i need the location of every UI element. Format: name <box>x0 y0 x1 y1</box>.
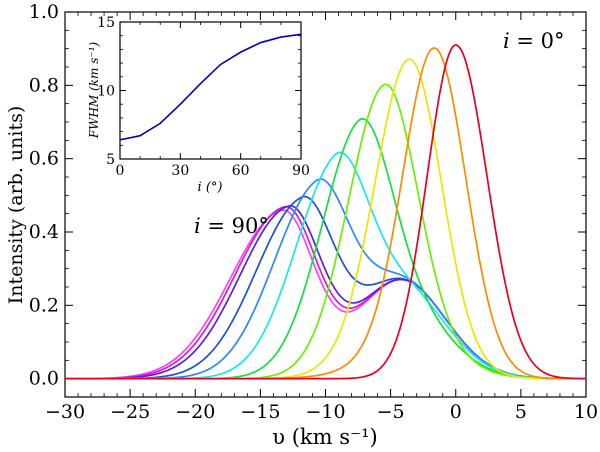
inset-y-tick-labels: 5 10 15 <box>97 15 115 168</box>
annotation-i-0-prefix: i <box>503 29 510 53</box>
inset-x-axis-label-text: i (°) <box>198 180 223 195</box>
inset-y-tick-label: 10 <box>97 84 115 100</box>
inset-y-tick-label: 5 <box>106 152 115 168</box>
profile-line <box>65 151 586 380</box>
annotation-i-90-text: = 90° <box>201 214 269 238</box>
x-tick-label: −20 <box>175 401 215 423</box>
annotation-i-0: i = 0° <box>503 29 565 53</box>
profile-line <box>65 44 587 380</box>
x-tick-label: −25 <box>110 401 150 423</box>
y-axis-label: Intensity (arb. units) <box>5 106 27 305</box>
x-tick-label: −5 <box>377 401 405 423</box>
main-x-tick-labels: −30 −25 −20 −15 −10 −5 0 5 10 <box>45 401 598 423</box>
x-tick-label: 0 <box>450 401 462 423</box>
annotation-i-0-text: = 0° <box>510 29 565 53</box>
inset-y-axis-label: FWHM (km s⁻¹) <box>87 42 101 140</box>
inset-series-group <box>119 33 302 141</box>
x-tick-label: −10 <box>305 401 345 423</box>
inset-ticks <box>119 21 302 160</box>
annotation-i-90: i = 90° <box>194 214 269 238</box>
y-tick-label: 1.0 <box>29 1 59 23</box>
annotation-i-90-prefix: i <box>194 214 201 238</box>
inset-x-tick-label: 90 <box>292 163 310 179</box>
inset-x-tick-label: 0 <box>116 163 125 179</box>
inset-x-tick-label: 30 <box>171 163 189 179</box>
x-tick-label: 10 <box>574 401 598 423</box>
inset-background <box>120 22 301 159</box>
inset-x-tick-label: 60 <box>232 163 250 179</box>
y-tick-label: 0.8 <box>29 74 59 96</box>
fwhm-line <box>119 33 302 141</box>
y-tick-label: 0.2 <box>29 294 59 316</box>
inset-x-tick-labels: 0 30 60 90 <box>116 163 310 179</box>
inset-y-tick-label: 15 <box>97 15 115 31</box>
inset-chart: 0 30 60 90 5 10 15 i (°) FWHM (km s⁻¹) <box>87 15 310 195</box>
profile-line <box>65 195 586 380</box>
x-tick-label: −30 <box>45 401 85 423</box>
y-tick-label: 0.0 <box>29 368 59 390</box>
main-y-tick-labels: 0.0 0.2 0.4 0.6 0.8 1.0 <box>29 1 59 390</box>
x-tick-label: −15 <box>240 401 280 423</box>
inset-x-axis-label: i (°) <box>198 180 223 195</box>
y-tick-label: 0.6 <box>29 148 59 170</box>
y-tick-label: 0.4 <box>29 221 59 243</box>
main-series-group <box>65 44 587 380</box>
x-tick-label: 5 <box>515 401 527 423</box>
x-axis-label: υ (km s⁻¹) <box>272 425 377 449</box>
